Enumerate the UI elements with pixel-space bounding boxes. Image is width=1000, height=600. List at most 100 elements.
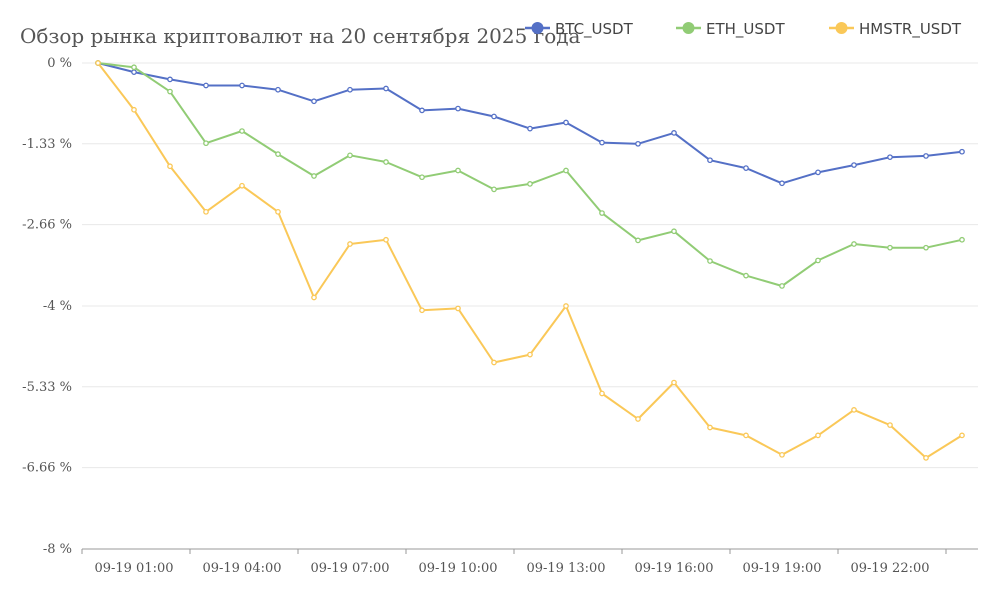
data-point-hmstr-usdt[interactable]	[95, 60, 101, 66]
data-point-hmstr-usdt[interactable]	[383, 236, 389, 243]
data-point-eth-usdt[interactable]	[239, 128, 245, 134]
y-axis-labels: 0 % -1.33 % -2.66 % -4 % -5.33 % -6.66 % -8 %	[22, 56, 72, 557]
series-line-hmstr-usdt	[97, 62, 963, 459]
data-point-eth-usdt[interactable]	[203, 140, 209, 147]
grid	[82, 62, 978, 469]
legend-label: ETH_USDT	[706, 20, 785, 39]
legend-marker	[682, 22, 695, 34]
data-point-btc-usdt[interactable]	[635, 140, 641, 147]
data-point-eth-usdt[interactable]	[167, 88, 173, 95]
data-point-btc-usdt[interactable]	[275, 86, 281, 93]
legend-marker	[531, 22, 544, 34]
y-tick-label: -5.33 %	[22, 380, 72, 395]
legend-item-eth-usdt[interactable]: ETH_USDT	[676, 20, 785, 39]
data-point-eth-usdt[interactable]	[743, 272, 749, 279]
data-point-btc-usdt[interactable]	[383, 85, 389, 92]
data-point-eth-usdt[interactable]	[455, 167, 461, 174]
x-axis-ticks: 09-19 01:00 09-19 04:00 09-19 07:00 09-19 1…	[81, 549, 947, 576]
data-point-eth-usdt[interactable]	[779, 283, 785, 289]
data-point-btc-usdt[interactable]	[167, 76, 173, 83]
data-point-eth-usdt[interactable]	[959, 236, 965, 243]
x-tick-label: 09-19 04:00	[202, 561, 281, 576]
data-point-btc-usdt[interactable]	[707, 157, 713, 164]
data-point-btc-usdt[interactable]	[419, 107, 425, 114]
data-point-eth-usdt[interactable]	[491, 186, 497, 193]
legend-item-hmstr-usdt[interactable]: HMSTR_USDT	[829, 20, 962, 39]
data-point-hmstr-usdt[interactable]	[635, 416, 641, 422]
data-point-hmstr-usdt[interactable]	[563, 303, 569, 309]
data-point-hmstr-usdt[interactable]	[527, 351, 533, 358]
legend-item-btc-usdt[interactable]: BTC_USDT	[525, 20, 634, 39]
data-point-btc-usdt[interactable]	[131, 69, 137, 75]
data-point-eth-usdt[interactable]	[599, 210, 605, 216]
data-point-eth-usdt[interactable]	[671, 228, 677, 235]
data-point-hmstr-usdt[interactable]	[599, 390, 605, 397]
data-point-btc-usdt[interactable]	[779, 180, 785, 187]
data-point-eth-usdt[interactable]	[815, 257, 821, 264]
data-point-hmstr-usdt[interactable]	[419, 307, 425, 314]
data-point-hmstr-usdt[interactable]	[743, 432, 749, 439]
data-point-hmstr-usdt[interactable]	[455, 305, 461, 312]
x-tick-label: 09-19 07:00	[310, 561, 389, 576]
data-point-eth-usdt[interactable]	[275, 151, 281, 157]
chart-title: Обзор рынка криптовалют на 20 сентября 2…	[20, 24, 581, 48]
series-eth-usdt	[95, 60, 965, 289]
y-tick-label: -1.33 %	[22, 137, 72, 152]
data-point-hmstr-usdt[interactable]	[491, 359, 497, 366]
data-point-btc-usdt[interactable]	[851, 162, 857, 168]
series-hmstr-usdt	[95, 60, 965, 461]
data-point-btc-usdt[interactable]	[671, 130, 677, 136]
data-point-hmstr-usdt[interactable]	[671, 379, 677, 386]
data-point-btc-usdt[interactable]	[887, 154, 893, 161]
data-point-btc-usdt[interactable]	[455, 105, 461, 112]
x-tick-label: 09-19 13:00	[526, 561, 605, 576]
data-point-btc-usdt[interactable]	[347, 86, 353, 93]
data-point-eth-usdt[interactable]	[887, 244, 893, 251]
data-point-hmstr-usdt[interactable]	[167, 163, 173, 170]
data-point-btc-usdt[interactable]	[815, 169, 821, 176]
data-point-hmstr-usdt[interactable]	[131, 106, 137, 113]
data-point-eth-usdt[interactable]	[383, 159, 389, 165]
series-line-eth-usdt	[97, 62, 963, 287]
data-point-btc-usdt[interactable]	[203, 82, 209, 89]
data-point-btc-usdt[interactable]	[923, 153, 929, 159]
data-point-hmstr-usdt[interactable]	[923, 455, 929, 461]
data-point-hmstr-usdt[interactable]	[311, 294, 317, 301]
data-point-btc-usdt[interactable]	[563, 119, 569, 126]
data-point-hmstr-usdt[interactable]	[815, 432, 821, 439]
data-point-btc-usdt[interactable]	[743, 165, 749, 171]
data-point-eth-usdt[interactable]	[851, 241, 857, 247]
data-point-btc-usdt[interactable]	[959, 148, 965, 155]
data-point-btc-usdt[interactable]	[599, 139, 605, 146]
data-point-hmstr-usdt[interactable]	[275, 208, 281, 215]
data-point-hmstr-usdt[interactable]	[203, 208, 209, 215]
x-tick-label: 09-19 22:00	[850, 561, 929, 576]
legend-marker	[835, 22, 848, 34]
data-point-eth-usdt[interactable]	[527, 181, 533, 187]
data-point-eth-usdt[interactable]	[131, 64, 137, 71]
data-point-hmstr-usdt[interactable]	[347, 241, 353, 247]
data-point-btc-usdt[interactable]	[239, 82, 245, 89]
data-point-eth-usdt[interactable]	[419, 174, 425, 181]
data-point-btc-usdt[interactable]	[527, 125, 533, 132]
data-point-hmstr-usdt[interactable]	[887, 422, 893, 428]
data-point-btc-usdt[interactable]	[311, 98, 317, 105]
data-point-eth-usdt[interactable]	[707, 258, 713, 264]
legend-label: BTC_USDT	[555, 20, 634, 39]
data-point-btc-usdt[interactable]	[491, 113, 497, 120]
data-point-eth-usdt[interactable]	[563, 167, 569, 174]
data-point-hmstr-usdt[interactable]	[707, 424, 713, 431]
data-point-hmstr-usdt[interactable]	[779, 451, 785, 458]
data-point-hmstr-usdt[interactable]	[851, 407, 857, 413]
data-point-hmstr-usdt[interactable]	[239, 182, 245, 189]
data-point-hmstr-usdt[interactable]	[959, 432, 965, 439]
y-tick-label: -2.66 %	[22, 218, 72, 233]
data-point-eth-usdt[interactable]	[347, 152, 353, 159]
legend[interactable]: BTC_USDT ETH_USDT HMSTR_USDT	[525, 20, 962, 39]
y-tick-label: -8 %	[43, 542, 72, 557]
data-point-eth-usdt[interactable]	[311, 173, 317, 179]
series-group	[95, 60, 965, 461]
data-point-eth-usdt[interactable]	[923, 244, 929, 251]
data-point-eth-usdt[interactable]	[635, 237, 641, 244]
